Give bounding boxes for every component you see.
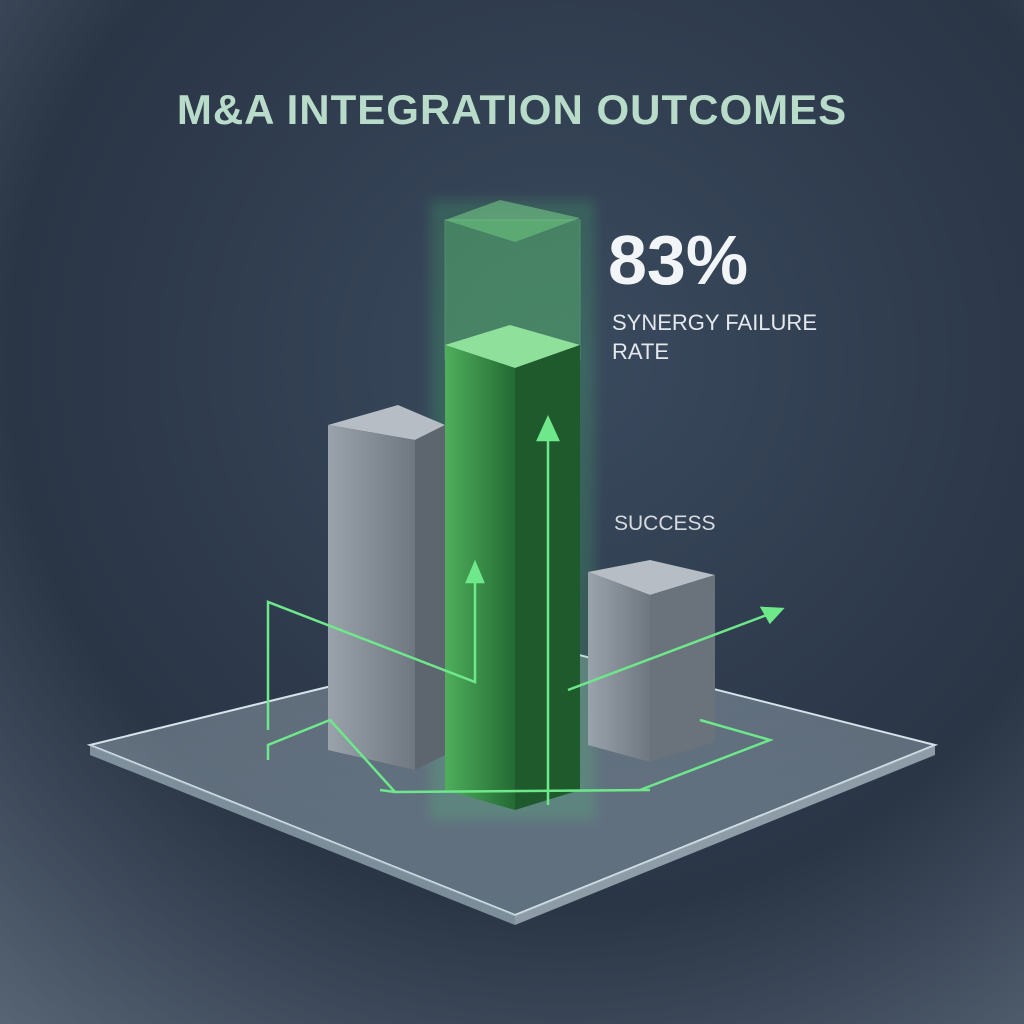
bar-side [650, 575, 715, 762]
ghost-top [445, 200, 580, 242]
bar-top [445, 325, 580, 368]
success-label: SUCCESS [614, 512, 716, 535]
bar-top [588, 560, 715, 595]
bar-front [328, 425, 415, 770]
platform-edge [515, 745, 935, 925]
bar-top [328, 405, 445, 440]
callout-value: 83% [608, 221, 749, 299]
title: M&A INTEGRATION OUTCOMES [176, 86, 848, 133]
flow-arrows [266, 414, 785, 805]
callout-label: SYNERGY FAILURE RATE [612, 310, 817, 364]
bar-side [415, 425, 445, 770]
bar-front [588, 572, 650, 762]
platform-edge [90, 745, 515, 925]
